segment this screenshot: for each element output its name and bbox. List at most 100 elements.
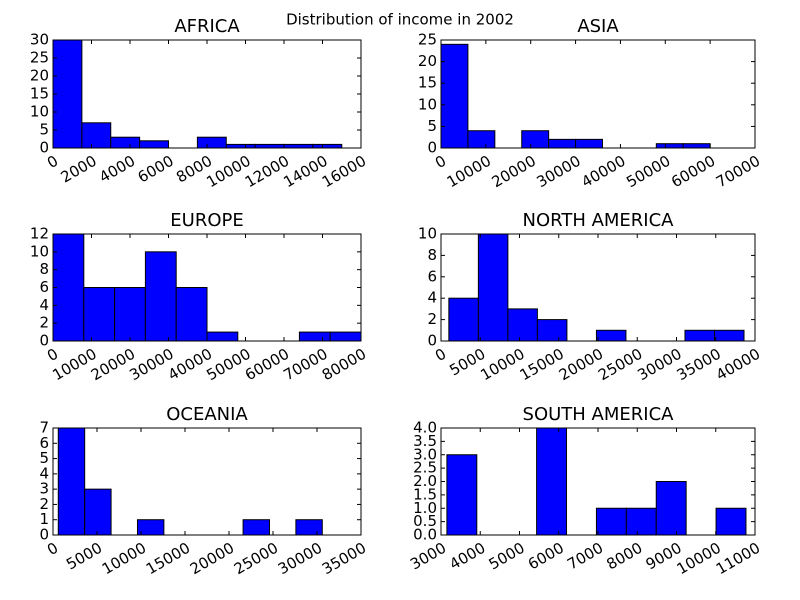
figure-title: Distribution of income in 2002 [286,11,514,29]
x-tick-label: 0 [44,345,61,365]
y-tick-label: 15 [418,74,437,92]
x-tick-label: 20000 [187,539,237,578]
bar [295,519,323,536]
bar [81,122,112,149]
axes-frame [440,39,756,149]
x-tick-label: 5000 [486,539,528,574]
y-tick-label: 20 [418,52,437,70]
bar [521,130,550,149]
bar [575,138,603,149]
panel-title: ASIA [577,16,619,37]
bar [507,308,538,342]
bar [655,481,687,536]
y-tick-label: 1.5 [413,485,437,503]
x-tick-label: 15000 [143,539,193,578]
bar [225,143,256,149]
y-tick-label: 4 [427,289,437,307]
panel-title: AFRICA [174,16,240,37]
y-tick-label: 5 [39,449,49,467]
bar [242,519,270,536]
y-tick-label: 2 [427,310,437,328]
x-tick-label: 10000 [99,539,149,578]
bar [477,233,509,342]
bar [713,329,745,342]
x-tick-label: 15000 [517,345,567,384]
bar [83,287,116,342]
y-tick-label: 12 [30,225,49,243]
y-tick-label: 0.5 [413,512,437,530]
subplot: 0510152025010000200003000040000500006000… [418,16,763,191]
bar [139,140,169,149]
y-tick-label: 4.0 [413,419,437,437]
bar [625,507,657,536]
x-tick-label: 4000 [446,539,488,574]
x-tick-label: 14000 [280,152,330,191]
panel-title: OCEANIA [166,404,248,425]
x-tick-label: 11000 [713,539,763,578]
y-tick-label: 6 [427,267,437,285]
bar [57,427,86,536]
x-tick-label: 7000 [564,539,606,574]
y-tick-label: 20 [30,67,49,85]
x-tick-label: 4000 [96,152,138,187]
bar [196,136,227,149]
y-tick-label: 5 [39,121,49,139]
bar [595,329,627,342]
panel-title: NORTH AMERICA [523,210,675,231]
x-tick-label: 5000 [63,539,105,574]
x-tick-label: 60000 [242,345,292,384]
y-tick-label: 3.5 [413,432,437,450]
bar [312,143,343,149]
x-tick-label: 0 [432,345,449,365]
x-tick-label: 40000 [578,152,628,191]
y-tick-label: 10 [418,225,437,243]
y-tick-label: 2.0 [413,472,437,490]
bar [52,39,83,149]
x-tick-label: 50000 [623,152,673,191]
x-tick-label: 10000 [49,345,99,384]
bar [440,43,469,149]
x-tick-label: 80000 [319,345,369,384]
subplot: 0.00.51.01.52.02.53.03.54.0 3000400050006… [407,404,763,578]
y-tick-label: 25 [418,31,437,49]
x-tick-label: 20000 [556,345,606,384]
y-tick-label: 8 [39,260,49,278]
y-tick-label: 4 [39,464,49,482]
x-tick-label: 30000 [126,345,176,384]
y-tick-label: 6 [39,278,49,296]
y-tick-label: 2.5 [413,459,437,477]
x-tick-label: 35000 [319,539,369,578]
bar [52,233,85,342]
bar [467,130,496,149]
y-tick-label: 6 [39,434,49,452]
x-tick-label: 6000 [525,539,567,574]
bar [329,331,362,342]
y-tick-label: 0.0 [413,526,437,544]
bar [206,331,239,342]
x-tick-label: 30000 [275,539,325,578]
x-tick-label: 0 [432,152,449,172]
x-tick-label: 25000 [231,539,281,578]
bar [684,329,715,342]
y-tick-label: 0 [427,332,437,350]
x-tick-label: 16000 [319,152,369,191]
axes-frame [52,427,362,536]
y-tick-label: 2 [39,314,49,332]
subplot: 0246810120100002000030000400005000060000… [30,210,369,384]
x-tick-label: 30000 [634,345,684,384]
x-tick-label: 50000 [203,345,253,384]
bar [536,427,568,536]
y-tick-label: 5 [427,117,437,135]
panel-title: EUROPE [170,210,243,231]
x-tick-label: 20000 [88,345,138,384]
bar [254,143,285,149]
bar [715,507,747,536]
x-tick-label: 6000 [135,152,177,187]
x-tick-label: 40000 [165,345,215,384]
y-tick-label: 0 [39,332,49,350]
y-tick-label: 25 [30,49,49,67]
bar [175,287,208,342]
x-tick-label: 8000 [603,539,645,574]
subplot: 0510152025300200040006000800010000120001… [30,16,369,191]
